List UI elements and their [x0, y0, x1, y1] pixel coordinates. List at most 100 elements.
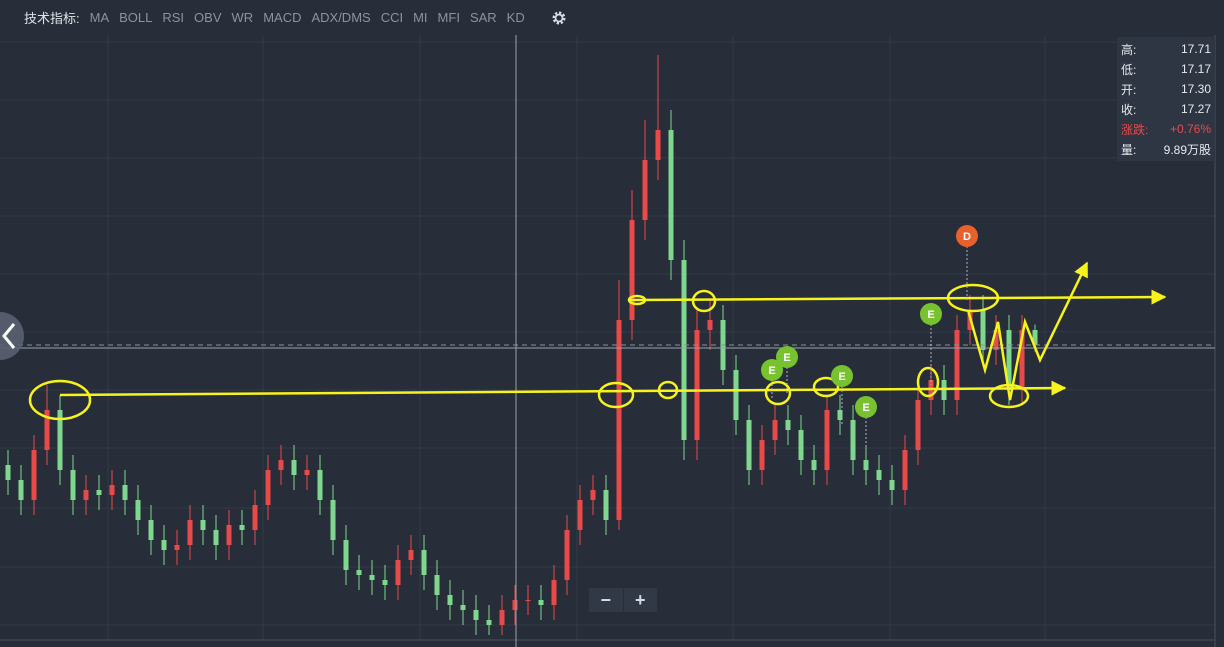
resistance-line: [629, 289, 1167, 305]
candle-body: [421, 550, 427, 575]
highlight: [627, 294, 647, 306]
candle-body: [395, 560, 401, 585]
highlight: [657, 380, 679, 400]
highlight: [946, 283, 1000, 313]
info-value: 9.89万股: [1163, 142, 1211, 157]
indicator-tab[interactable]: WR: [231, 10, 254, 25]
candle-body: [122, 485, 128, 500]
candle-body: [759, 440, 765, 470]
candle-body: [863, 460, 869, 470]
candle-body: [226, 525, 232, 545]
candle-body: [798, 430, 804, 460]
candle-body: [876, 470, 882, 480]
indicator-tab[interactable]: BOLL: [119, 10, 153, 25]
candle-body: [291, 460, 297, 475]
marker-label: E: [783, 352, 790, 364]
marker-dot: [831, 365, 853, 387]
highlight: [988, 383, 1030, 409]
indicator-tab[interactable]: SAR: [469, 10, 497, 25]
marker-label: E: [768, 365, 775, 377]
candle-body: [889, 480, 895, 490]
candle-body: [746, 420, 752, 470]
marker-label: D: [963, 231, 971, 243]
candle-body: [447, 595, 453, 605]
indicator-tab[interactable]: MA: [89, 10, 110, 25]
indicator-tab[interactable]: MFI: [437, 10, 460, 25]
candle-body: [486, 620, 492, 625]
info-row: 高: 17.71: [1117, 39, 1215, 59]
candles: [0, 55, 1215, 635]
candle-body: [616, 320, 622, 520]
candle-body: [551, 580, 557, 605]
marker-label: E: [838, 371, 845, 383]
candle-body: [473, 610, 479, 620]
candle-body: [148, 520, 154, 540]
candle-body: [681, 260, 687, 440]
info-label: 开:: [1121, 82, 1137, 97]
highlight: [597, 381, 635, 409]
zoom-out[interactable]: −: [600, 590, 611, 610]
info-row: 开: 17.30: [1117, 79, 1215, 99]
candle-body: [382, 580, 388, 585]
info-panel: 高: 17.71 低: 17.17 开: 17.30 收: 17.27 涨跌: +0.76% 量: 9…: [1117, 37, 1215, 161]
indicator-tab[interactable]: MI: [413, 10, 428, 25]
marker-dot: [761, 359, 783, 381]
indicator-tab[interactable]: KD: [506, 10, 525, 25]
indicator-tab[interactable]: OBV: [194, 10, 222, 25]
candle-body: [837, 410, 843, 420]
candle-body: [174, 545, 180, 550]
candle-body: [512, 600, 518, 610]
info-label: 高:: [1121, 42, 1137, 57]
candle-body: [603, 490, 609, 520]
settings-icon[interactable]: [551, 10, 567, 26]
candle-body: [850, 420, 856, 460]
candle-body: [564, 530, 570, 580]
candle-body: [408, 550, 414, 560]
indicator-tab[interactable]: RSI: [162, 10, 185, 25]
marker-dot: [855, 396, 877, 418]
candle-body: [1006, 330, 1012, 390]
candle-body: [993, 330, 999, 350]
candle-body: [655, 130, 661, 160]
candle-body: [902, 450, 908, 490]
marker-dot: [776, 346, 798, 368]
candle-body: [44, 410, 50, 450]
indicator-tab[interactable]: MACD: [263, 10, 302, 25]
candle-body: [239, 525, 245, 530]
indicator-tab[interactable]: CCI: [380, 10, 404, 25]
toolbar-label: 技术指标:: [24, 11, 80, 26]
candle-body: [668, 130, 674, 260]
info-row: 量: 9.89万股: [1117, 139, 1215, 159]
candle-body: [538, 600, 544, 605]
prev-button[interactable]: [0, 312, 24, 360]
candle-body: [824, 410, 830, 470]
info-value: 17.71: [1180, 42, 1211, 56]
candle-body: [278, 460, 284, 470]
info-label: 量:: [1121, 142, 1137, 157]
info-label: 低:: [1121, 62, 1137, 77]
candle-body: [304, 470, 310, 475]
candle-body: [707, 320, 713, 330]
candle-body: [57, 410, 63, 470]
candle-body: [265, 470, 271, 505]
highlight: [691, 289, 717, 313]
candle-body: [629, 220, 635, 320]
info-row: 收: 17.27: [1117, 99, 1215, 119]
zoom-control: − +: [589, 588, 657, 612]
info-row: 涨跌: +0.76%: [1117, 119, 1215, 139]
candle-body: [577, 500, 583, 530]
zoom-in[interactable]: +: [622, 588, 658, 612]
candle-body: [590, 490, 596, 500]
marker-label: E: [927, 309, 934, 321]
indicator-tab[interactable]: ADX/DMS: [311, 10, 371, 25]
candle-body: [187, 520, 193, 545]
candle-body: [499, 610, 505, 625]
candle-body: [915, 400, 921, 450]
candle-body: [356, 570, 362, 575]
marker-dot: [920, 303, 942, 325]
candle-body: [70, 470, 76, 500]
candle-body: [434, 575, 440, 595]
